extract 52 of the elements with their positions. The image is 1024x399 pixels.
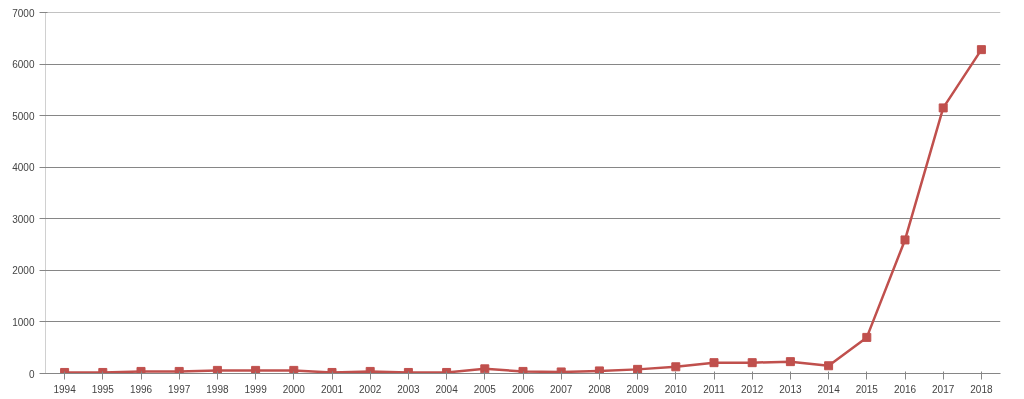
x-tick-label: 2002	[359, 383, 382, 395]
x-tick-label: 2014	[817, 383, 841, 395]
point	[174, 366, 184, 374]
x-tick-label: 2005	[473, 383, 497, 395]
x-tick-label: 2018	[970, 383, 993, 395]
point	[709, 358, 719, 368]
x-tick-label: 1995	[91, 383, 115, 395]
point	[480, 364, 490, 374]
x-tick-label: 2016	[893, 383, 917, 395]
y-tick-label: 5000	[12, 110, 35, 122]
point	[518, 366, 528, 374]
point	[900, 235, 910, 245]
y-tick-label: 6000	[12, 59, 35, 71]
point	[938, 103, 948, 113]
x-tick-label: 1998	[206, 383, 229, 395]
point	[824, 361, 834, 371]
x-tick-label: 2017	[932, 383, 955, 395]
x-tick-label: 1996	[129, 383, 153, 395]
x-tick-label: 2007	[550, 383, 573, 395]
point	[785, 357, 795, 367]
y-tick-label: 7000	[12, 7, 35, 19]
point	[633, 364, 643, 374]
x-tick-label: 1997	[168, 383, 191, 395]
y-tick-label: 2000	[12, 265, 35, 277]
point	[594, 366, 604, 374]
x-tick-label: 1999	[244, 383, 268, 395]
point	[289, 365, 299, 374]
point	[136, 366, 146, 374]
x-tick-label: 2013	[779, 383, 802, 395]
y-tick-label: 3000	[12, 213, 35, 225]
y-tick-label: 4000	[12, 162, 35, 174]
point	[671, 362, 681, 372]
y-tick-label: 0	[28, 368, 35, 380]
x-tick-label: 2000	[282, 383, 306, 395]
x-tick-label: 2001	[320, 383, 344, 395]
x-tick-label: 2006	[511, 383, 535, 395]
y-tick-label: 1000	[12, 316, 35, 328]
x-tick-label: 2008	[588, 383, 611, 395]
x-tick-label: 2012	[741, 383, 764, 395]
x-tick-label: 2004	[435, 383, 459, 395]
point	[976, 45, 986, 55]
point	[251, 365, 261, 374]
point	[212, 365, 222, 374]
x-tick-label: 2003	[397, 383, 420, 395]
point	[60, 367, 70, 374]
point	[747, 358, 757, 368]
x-tick-label: 2011	[703, 383, 726, 395]
x-tick-label: 2010	[664, 383, 688, 395]
x-tick-label: 2009	[626, 383, 650, 395]
x-tick-label: 1994	[53, 383, 77, 395]
point	[862, 332, 872, 342]
x-tick-label: 2015	[855, 383, 879, 395]
